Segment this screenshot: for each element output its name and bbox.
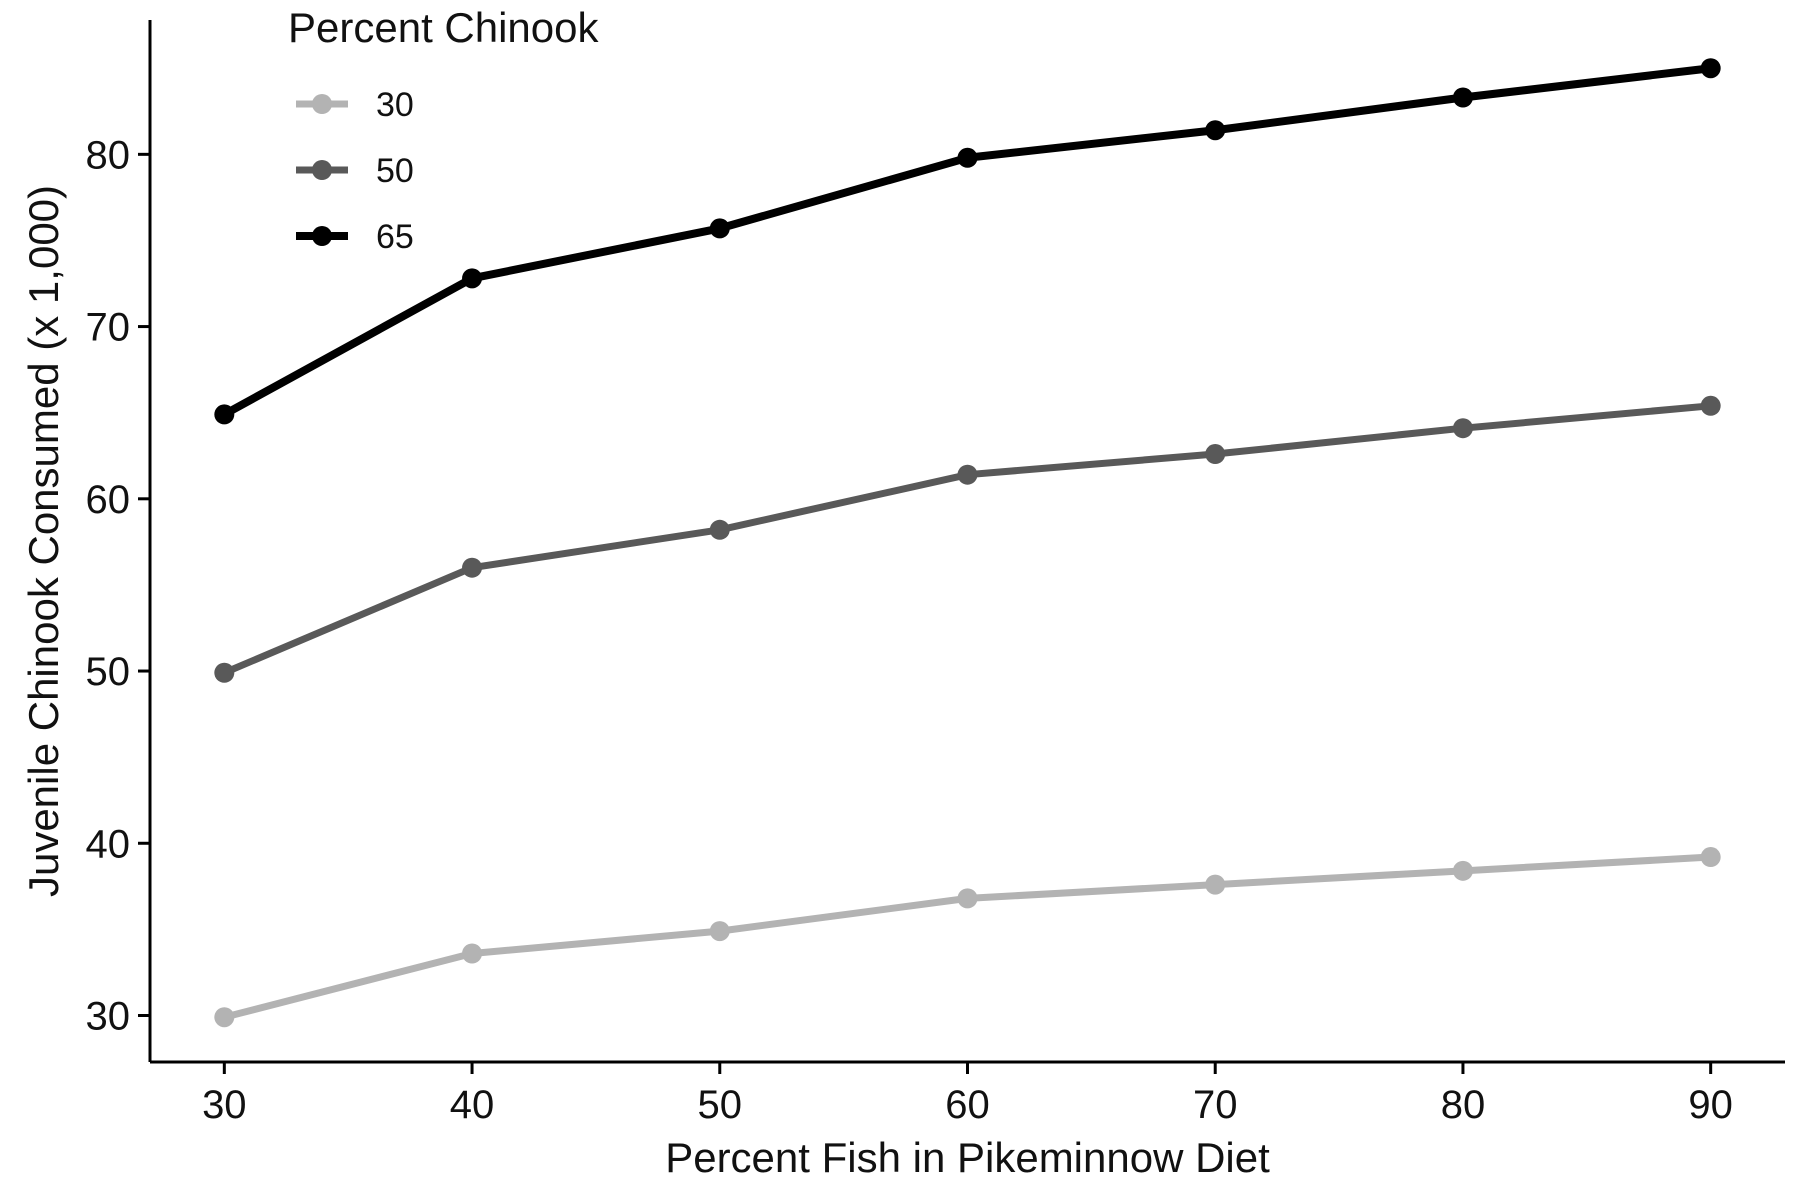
data-point <box>1700 58 1721 79</box>
x-tick-label: 80 <box>1441 1083 1486 1127</box>
data-point <box>1700 395 1721 416</box>
y-axis-ticks: 30 40 50 60 70 80 <box>86 133 150 1038</box>
x-tick-label: 40 <box>450 1083 495 1127</box>
legend-item: 30 <box>296 86 414 124</box>
data-point <box>1452 87 1473 108</box>
legend-items: 30 50 65 <box>296 86 414 256</box>
data-point <box>1452 418 1473 439</box>
y-tick-label: 30 <box>86 994 131 1038</box>
data-point <box>1205 120 1226 141</box>
data-point <box>1205 874 1226 895</box>
data-point <box>214 662 235 683</box>
x-tick-label: 90 <box>1688 1083 1733 1127</box>
data-point <box>1205 444 1226 465</box>
x-tick-label: 50 <box>698 1083 743 1127</box>
legend-swatch-point <box>312 160 332 180</box>
data-point <box>709 921 730 942</box>
y-tick-label: 50 <box>86 650 131 694</box>
data-point <box>214 1007 235 1028</box>
series-layer <box>214 58 1721 1028</box>
series-50 <box>214 395 1721 683</box>
data-point <box>709 218 730 239</box>
legend-item: 65 <box>296 218 414 256</box>
legend-item: 50 <box>296 152 414 190</box>
data-point <box>462 268 483 289</box>
x-tick-label: 30 <box>202 1083 247 1127</box>
legend-label: 65 <box>376 218 414 256</box>
legend: Percent Chinook 30 50 65 <box>288 4 600 256</box>
data-point <box>1700 847 1721 868</box>
series-line <box>222 402 1711 676</box>
y-axis-title: Juvenile Chinook Consumed (x 1,000) <box>20 185 67 897</box>
x-axis-ticks: 30 40 50 60 70 80 90 <box>202 1062 1733 1127</box>
y-tick-label: 60 <box>86 478 131 522</box>
x-axis-title: Percent Fish in Pikeminnow Diet <box>665 1134 1270 1181</box>
series-line <box>223 853 1711 1021</box>
x-tick-label: 60 <box>945 1083 990 1127</box>
legend-label: 50 <box>376 152 414 190</box>
legend-swatch-point <box>312 94 332 114</box>
data-point <box>957 147 978 168</box>
data-point <box>462 557 483 578</box>
y-tick-label: 80 <box>86 133 131 177</box>
series-30 <box>214 847 1721 1028</box>
data-point <box>214 404 235 425</box>
y-tick-label: 70 <box>86 306 131 350</box>
data-point <box>1452 860 1473 881</box>
x-tick-label: 70 <box>1193 1083 1238 1127</box>
data-point <box>957 464 978 485</box>
data-point <box>462 943 483 964</box>
series-line <box>222 64 1712 418</box>
legend-swatch-point <box>312 226 332 246</box>
series-65 <box>214 58 1721 425</box>
data-point <box>957 888 978 909</box>
y-tick-label: 40 <box>86 822 131 866</box>
data-point <box>709 519 730 540</box>
legend-title: Percent Chinook <box>288 4 600 51</box>
legend-label: 30 <box>376 86 414 124</box>
